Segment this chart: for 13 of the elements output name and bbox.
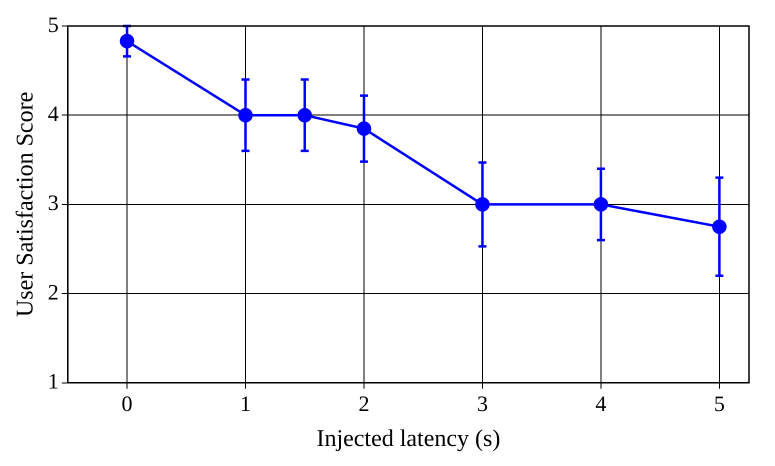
y-axis-title: User Satisfaction Score: [12, 92, 39, 318]
x-tick-label: 5: [714, 390, 725, 416]
y-tick-label: 1: [48, 368, 59, 394]
x-tick-label: 4: [595, 390, 606, 416]
y-tick-label: 5: [48, 12, 59, 37]
y-tick-label: 2: [48, 279, 59, 304]
x-tick-label: 2: [358, 390, 370, 416]
x-axis-title: Injected latency (s): [316, 426, 500, 452]
x-tick-label: 0: [122, 390, 133, 416]
y-tick-label: 3: [48, 190, 59, 216]
x-tick-label: 1: [240, 390, 252, 416]
x-tick-label: 3: [476, 390, 488, 416]
y-tick-label: 4: [48, 100, 59, 126]
